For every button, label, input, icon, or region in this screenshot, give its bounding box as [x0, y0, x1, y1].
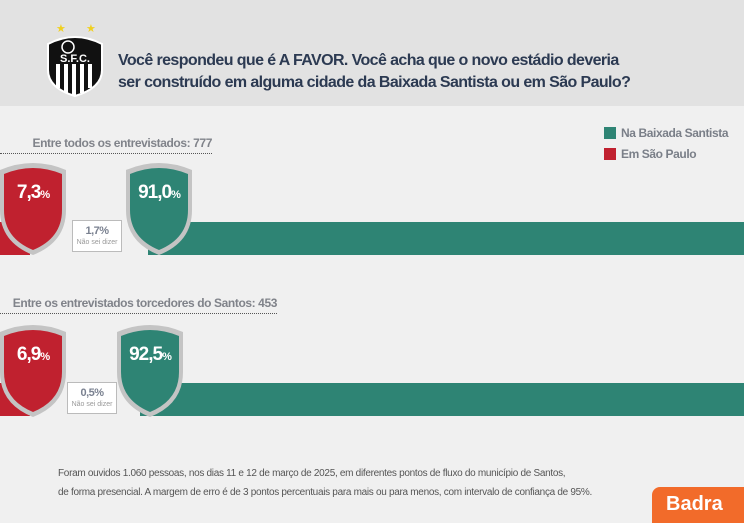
group-subtitle: Entre todos os entrevistados: 777	[0, 136, 212, 154]
baixada-value: 91,0%	[138, 182, 181, 203]
svg-text:S.F.C.: S.F.C.	[60, 53, 90, 65]
sao-paulo-value: 6,9%	[16, 344, 50, 365]
legend-swatch	[604, 126, 616, 139]
baixada-shield: 91,0%	[122, 160, 196, 256]
badra-logo: Badra	[652, 487, 744, 523]
nao-sei-dizer-box: 0,5% Não sei dizer	[67, 382, 117, 414]
footnote-line: Foram ouvidos 1.060 pessoas, nos dias 11…	[58, 468, 566, 479]
group-subtitle: Entre os entrevistados torcedores do San…	[0, 296, 277, 314]
footnote-line: de forma presencial. A margem de erro é …	[58, 487, 592, 498]
nao-sei-label: Não sei dizer	[76, 239, 118, 246]
legend-label: Em São Paulo	[621, 146, 697, 161]
legend-label: Na Baixada Santista	[621, 125, 729, 140]
survey-question: Você respondeu que é A FAVOR. Você acha …	[118, 50, 631, 94]
question-line-1: Você respondeu que é A FAVOR. Você acha …	[118, 52, 619, 69]
legend-item-baixada: Na Baixada Santista	[604, 122, 729, 143]
nao-sei-value: 1,7%	[85, 225, 109, 237]
legend-item-sao-paulo: Em São Paulo	[604, 143, 728, 164]
svg-text:★: ★	[86, 23, 96, 35]
svg-text:★: ★	[56, 23, 66, 35]
question-line-2: ser construído em alguma cidade da Baixa…	[118, 74, 631, 91]
baixada-bar	[140, 383, 744, 416]
nao-sei-label: Não sei dizer	[71, 401, 113, 408]
legend: Na Baixada Santista Em São Paulo	[604, 122, 729, 164]
sao-paulo-value: 7,3%	[16, 182, 50, 203]
methodology-footnote: Foram ouvidos 1.060 pessoas, nos dias 11…	[58, 464, 592, 502]
legend-swatch	[604, 147, 616, 160]
baixada-bar	[148, 222, 744, 255]
nao-sei-value: 0,5%	[80, 387, 104, 399]
santos-fc-crest-logo: ★ ★ S.F.C.	[42, 22, 108, 98]
nao-sei-dizer-box: 1,7% Não sei dizer	[72, 220, 122, 252]
baixada-shield: 92,5%	[113, 322, 187, 418]
header: ★ ★ S.F.C. Você respondeu que é A FAVOR. …	[0, 0, 744, 106]
sao-paulo-shield: 7,3%	[0, 160, 70, 256]
baixada-value: 92,5%	[129, 344, 172, 365]
sao-paulo-shield: 6,9%	[0, 322, 70, 418]
